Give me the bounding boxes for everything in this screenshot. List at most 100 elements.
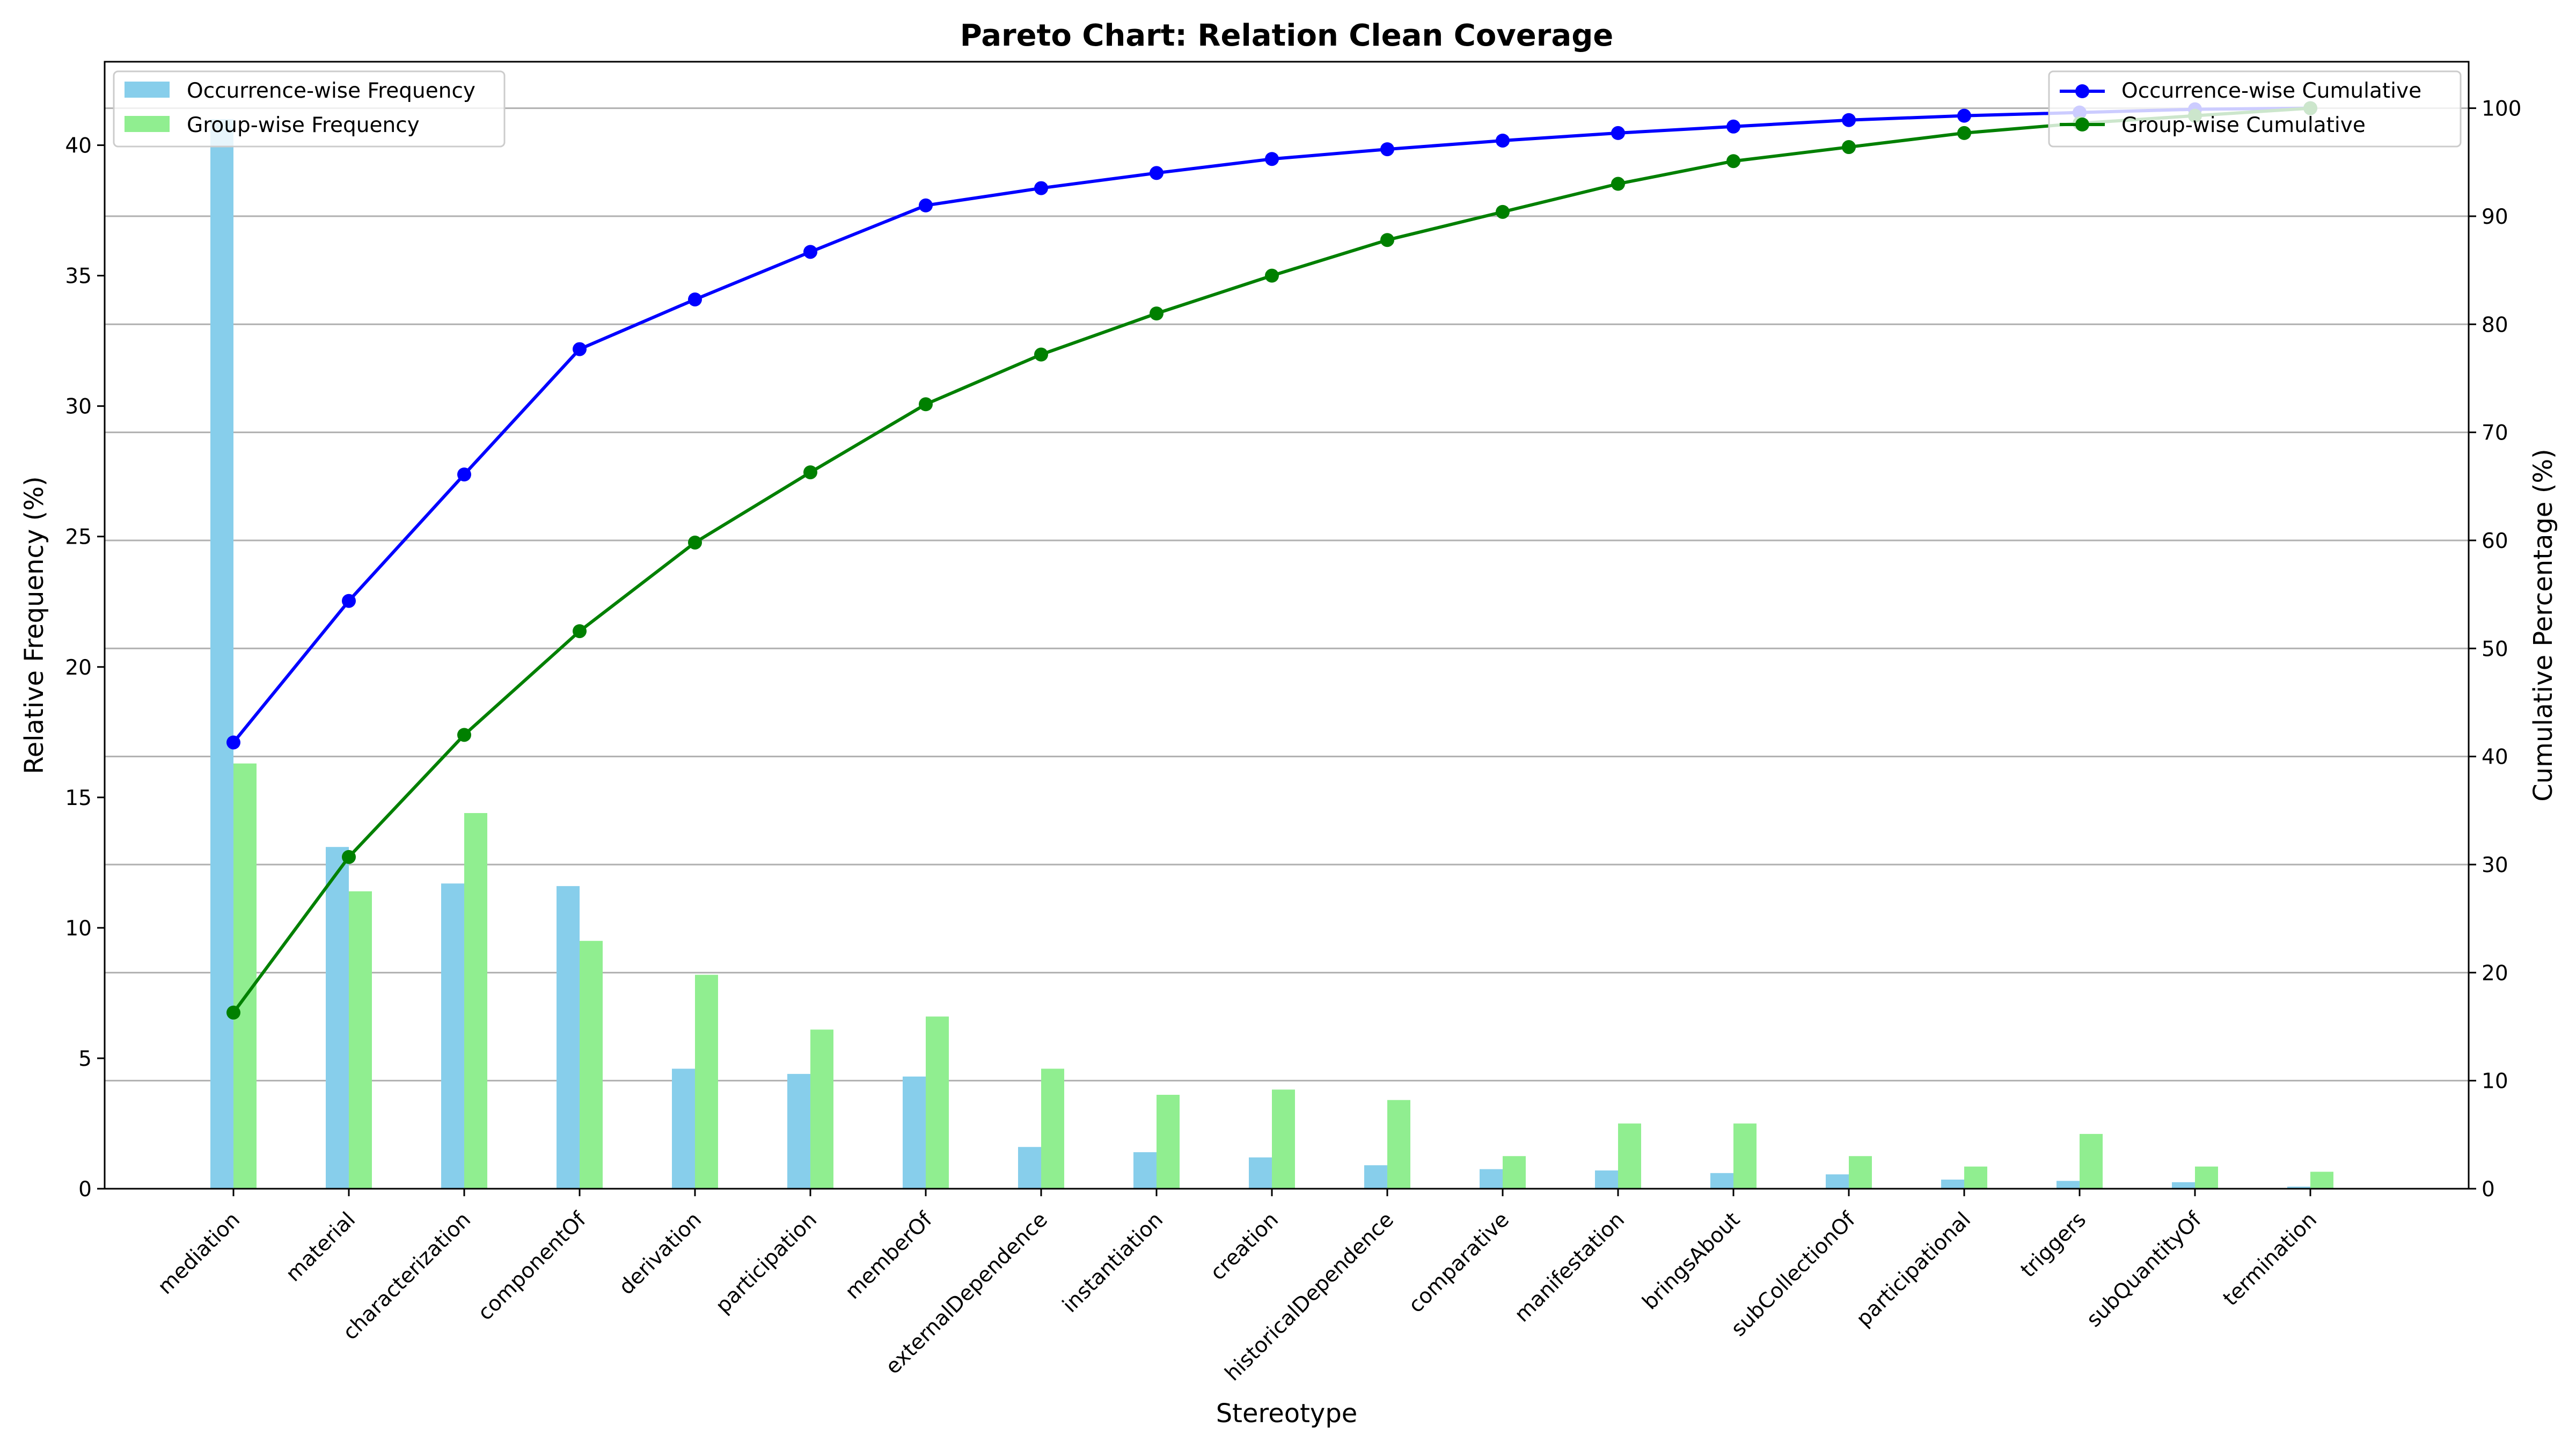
legend-frequency: Occurrence-wise Frequency Group-wise Fre… (113, 70, 506, 148)
y-tick-label: 5 (78, 1047, 92, 1071)
point-group-cumulative (1150, 306, 1163, 321)
point-group-cumulative (1957, 126, 1971, 140)
y-tick-label: 30 (65, 395, 92, 419)
bar-occurrence-frequency (1133, 1152, 1157, 1189)
point-group-cumulative (342, 850, 356, 864)
bar-occurrence-frequency (672, 1069, 695, 1189)
point-occurrence-cumulative (457, 467, 471, 482)
point-group-cumulative (1842, 140, 1856, 155)
y2-tick-label: 100 (2482, 97, 2521, 121)
bar-group-frequency (2080, 1133, 2103, 1189)
point-group-cumulative (688, 535, 702, 550)
bar-group-frequency (464, 813, 487, 1189)
bar-group-frequency (1733, 1123, 1757, 1189)
legend-marker-occurrence-cumulative (2075, 84, 2089, 98)
legend-frequency-box (113, 70, 506, 148)
legend-marker-group-cumulative (2075, 118, 2089, 131)
y2-tick-label: 90 (2482, 205, 2508, 229)
y2-tick-label: 70 (2482, 421, 2508, 445)
legend-cumulative: Occurrence-wise Cumulative Group-wise Cu… (2048, 70, 2462, 148)
bar-occurrence-frequency (2057, 1181, 2080, 1189)
chart-title: Pareto Chart: Relation Clean Coverage (960, 18, 1614, 53)
y2-tick-label: 80 (2482, 313, 2508, 337)
point-group-cumulative (1034, 347, 1048, 362)
bar-occurrence-frequency (903, 1076, 926, 1189)
bar-occurrence-frequency (1480, 1169, 1503, 1189)
y2-tick-label: 60 (2482, 529, 2508, 553)
point-occurrence-cumulative (1150, 166, 1163, 180)
bar-occurrence-frequency (326, 847, 349, 1189)
bar-group-frequency (1157, 1095, 1180, 1189)
y-tick-label: 35 (65, 265, 92, 289)
bar-occurrence-frequency (1249, 1157, 1272, 1189)
bar-group-frequency (1964, 1166, 1987, 1189)
legend-label-occurrence-frequency: Occurrence-wise Frequency (187, 79, 475, 103)
point-occurrence-cumulative (1726, 119, 1740, 134)
point-group-cumulative (457, 728, 471, 742)
bar-group-frequency (580, 941, 603, 1189)
point-group-cumulative (1611, 177, 1625, 191)
point-group-cumulative (803, 465, 817, 480)
point-group-cumulative (573, 624, 587, 639)
point-group-cumulative (1265, 268, 1279, 283)
bar-occurrence-frequency (1595, 1170, 1618, 1189)
bar-group-frequency (1849, 1156, 1872, 1189)
bar-occurrence-frequency (1710, 1173, 1733, 1189)
bar-occurrence-frequency (1364, 1165, 1387, 1189)
bar-occurrence-frequency (2287, 1187, 2310, 1189)
point-occurrence-cumulative (1265, 152, 1279, 166)
y2-tick-label: 30 (2482, 853, 2508, 877)
plot-frame (104, 61, 2470, 1190)
bar-occurrence-frequency (2172, 1182, 2195, 1189)
bar-group-frequency (1387, 1100, 1410, 1189)
bar-occurrence-frequency (1941, 1179, 1964, 1189)
point-group-cumulative (1380, 233, 1394, 247)
point-group-cumulative (226, 1005, 240, 1020)
point-occurrence-cumulative (1496, 133, 1510, 148)
bar-group-frequency (810, 1029, 833, 1189)
bar-group-frequency (926, 1016, 949, 1189)
bar-occurrence-frequency (441, 883, 464, 1189)
bar-group-frequency (1041, 1069, 1064, 1189)
y2-axis-title: Cumulative Percentage (%) (2528, 449, 2558, 802)
legend-label-group-frequency: Group-wise Frequency (187, 113, 420, 137)
point-occurrence-cumulative (919, 198, 933, 213)
point-group-cumulative (1496, 204, 1510, 219)
legend-swatch-group-frequency (125, 116, 170, 132)
y-tick-label: 10 (65, 917, 92, 941)
cumulative-lines (226, 101, 2317, 1020)
bar-group-frequency (233, 763, 257, 1189)
y2-tick-label: 50 (2482, 637, 2508, 661)
point-group-cumulative (1726, 154, 1740, 169)
y-axis-title: Relative Frequency (%) (19, 476, 49, 774)
point-occurrence-cumulative (573, 342, 587, 356)
y2-tick-label: 20 (2482, 961, 2508, 985)
legend-swatch-occurrence-frequency (125, 82, 170, 98)
point-occurrence-cumulative (1034, 181, 1048, 195)
y2-tick-label: 40 (2482, 745, 2508, 770)
bar-occurrence-frequency (1826, 1174, 1849, 1189)
bar-occurrence-frequency (557, 886, 580, 1189)
bar-marks (210, 119, 2333, 1189)
bar-group-frequency (349, 891, 372, 1189)
y2-tick-label: 10 (2482, 1070, 2508, 1094)
bar-occurrence-frequency (787, 1074, 810, 1189)
point-occurrence-cumulative (803, 245, 817, 259)
legend-label-occurrence-cumulative: Occurrence-wise Cumulative (2121, 79, 2421, 103)
bar-occurrence-frequency (210, 119, 233, 1189)
legend-cumulative-box (2048, 70, 2462, 148)
y2-tick-label: 0 (2482, 1177, 2495, 1202)
y-tick-label: 25 (65, 525, 92, 550)
y-tick-label: 0 (78, 1177, 92, 1202)
point-occurrence-cumulative (226, 735, 240, 750)
bar-occurrence-frequency (1018, 1147, 1041, 1189)
point-occurrence-cumulative (342, 594, 356, 608)
bar-group-frequency (695, 975, 718, 1189)
bar-group-frequency (1503, 1156, 1526, 1189)
bar-group-frequency (1618, 1123, 1641, 1189)
bar-group-frequency (2195, 1166, 2218, 1189)
point-group-cumulative (919, 397, 933, 412)
point-occurrence-cumulative (1957, 108, 1971, 123)
